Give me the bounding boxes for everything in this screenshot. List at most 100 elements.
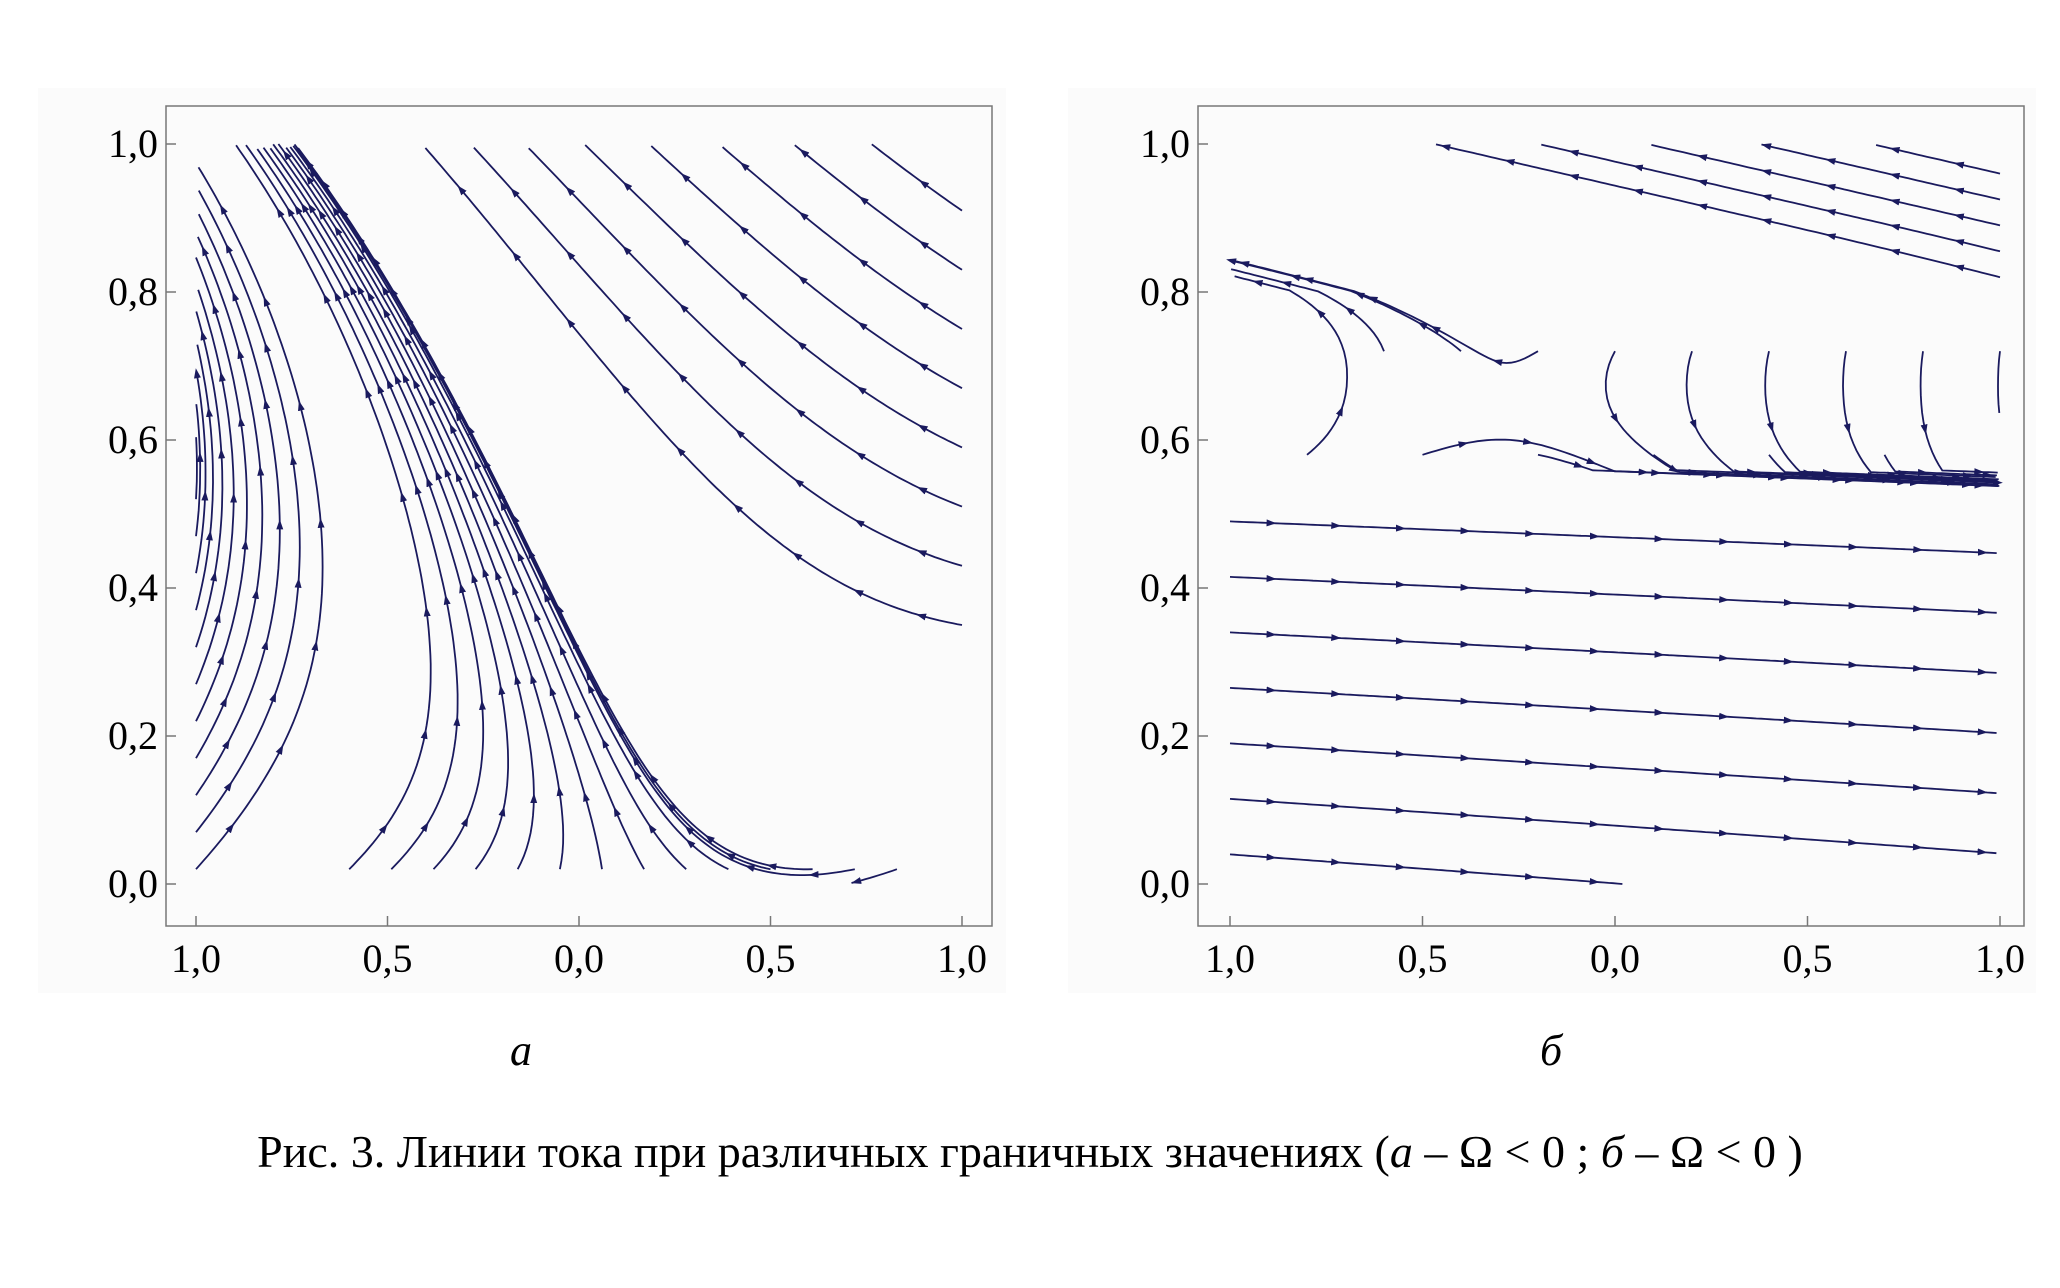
stream-arrow-a <box>677 372 688 383</box>
stream-arrow-a <box>232 291 240 304</box>
stream-arrow-b <box>1492 359 1503 367</box>
stream-arrow-a <box>854 519 865 528</box>
stream-arrow-a <box>856 386 867 395</box>
stream-arrow-a <box>269 691 277 704</box>
stream-arrow-a <box>300 202 310 214</box>
stream-arrow-a <box>220 204 228 216</box>
stream-arrow-b <box>1825 233 1837 241</box>
streamline-a <box>195 166 324 870</box>
streamline-a <box>269 147 535 870</box>
stream-arrow-a <box>858 196 869 206</box>
stream-arrow-a <box>225 823 235 834</box>
stream-arrow-a <box>530 673 538 687</box>
stream-arrow-a <box>679 303 689 313</box>
stream-arrow-a <box>676 446 686 457</box>
stream-arrow-a <box>685 839 696 849</box>
stream-arrow-a <box>453 715 461 730</box>
stream-arrow-a <box>298 400 305 414</box>
stream-arrow-b <box>1889 248 1901 256</box>
streamline-a <box>195 311 224 648</box>
stream-arrow-a <box>200 330 208 344</box>
stream-arrow-a <box>498 684 506 699</box>
stream-arrow-b <box>1632 164 1644 172</box>
stream-arrow-a <box>206 406 213 421</box>
stream-arrow-a <box>305 174 315 185</box>
stream-arrow-b <box>1953 161 1965 169</box>
x-tick-label-b: 0,5 <box>1398 936 1448 981</box>
y-tick-label-a: 0,8 <box>108 269 158 314</box>
panel-label-b: б <box>1540 1026 1563 1075</box>
stream-arrow-a <box>402 372 410 385</box>
streamline-b <box>1230 259 1462 352</box>
streamline-b <box>1229 520 1997 554</box>
stream-arrow-a <box>323 293 331 305</box>
stream-arrow-a <box>916 613 927 621</box>
stream-arrow-a <box>585 670 594 682</box>
stream-arrow-a <box>471 488 479 500</box>
stream-arrow-a <box>241 539 249 554</box>
streamline-a <box>292 145 729 871</box>
stream-arrow-a <box>400 491 408 505</box>
stream-arrow-a <box>649 773 659 784</box>
stream-arrow-a <box>704 834 715 844</box>
streamline-a <box>289 146 687 870</box>
stream-arrow-a <box>541 579 550 592</box>
streamline-a <box>195 236 264 759</box>
stream-arrow-a <box>601 692 610 704</box>
stream-arrow-a <box>492 515 501 528</box>
stream-arrow-a <box>514 674 522 688</box>
stream-arrow-a <box>257 465 265 480</box>
stream-arrow-a <box>853 589 864 597</box>
streamline-a <box>272 143 565 870</box>
stream-arrow-b <box>1440 144 1451 152</box>
stream-arrow-a <box>797 275 808 285</box>
stream-arrow-a <box>222 739 230 750</box>
streamline-b <box>1229 798 1997 855</box>
stream-arrow-a <box>294 204 303 216</box>
streamline-a <box>285 147 645 870</box>
stream-arrow-b <box>1697 203 1708 211</box>
stream-arrow-a <box>334 291 342 303</box>
stream-arrow-a <box>365 387 373 400</box>
stream-arrow-b <box>1953 264 1965 272</box>
x-tick-label-a: 1,0 <box>937 936 987 981</box>
stream-arrow-b <box>1761 143 1772 151</box>
streamline-a <box>871 143 963 212</box>
stream-arrow-a <box>356 234 365 245</box>
stream-arrow-a <box>263 398 271 413</box>
stream-arrow-a <box>917 424 929 433</box>
stream-arrow-a <box>795 408 806 418</box>
stream-arrow-a <box>415 484 422 497</box>
streamline-a <box>424 147 963 626</box>
streamline-a <box>794 144 963 271</box>
streamline-a <box>528 147 963 508</box>
stream-arrow-a <box>307 203 317 214</box>
stream-arrow-b <box>1843 420 1851 434</box>
stream-arrow-a <box>918 301 929 310</box>
stream-arrow-a <box>225 243 233 255</box>
stream-arrow-a <box>276 207 285 219</box>
stream-arrow-a <box>283 150 292 161</box>
stream-arrow-a <box>356 251 365 263</box>
plot-frame-b <box>1197 105 2025 927</box>
streamline-b <box>1919 351 1998 474</box>
streamline-b <box>1997 351 2001 413</box>
stream-arrow-a <box>205 530 213 544</box>
stream-arrow-a <box>918 362 929 371</box>
stream-arrow-a <box>622 245 632 256</box>
stream-arrow-a <box>857 321 868 331</box>
x-tick-label-b: 0,5 <box>1783 936 1833 981</box>
caption-b-expr: – Ω < 0 ) <box>1623 1126 1803 1177</box>
stream-arrow-a <box>512 513 520 525</box>
streamline-a <box>195 257 248 722</box>
stream-arrow-a <box>420 821 429 833</box>
stream-arrow-a <box>426 476 434 489</box>
stream-arrow-b <box>1825 158 1836 165</box>
x-tick-label-b: 1,0 <box>1975 936 2025 981</box>
streamline-a <box>297 147 813 871</box>
stream-arrow-a <box>217 654 224 667</box>
streamline-b <box>1229 853 1623 885</box>
y-tick-label-b: 0,2 <box>1140 713 1190 758</box>
caption-a-expr: – Ω < 0 ; <box>1412 1126 1601 1177</box>
